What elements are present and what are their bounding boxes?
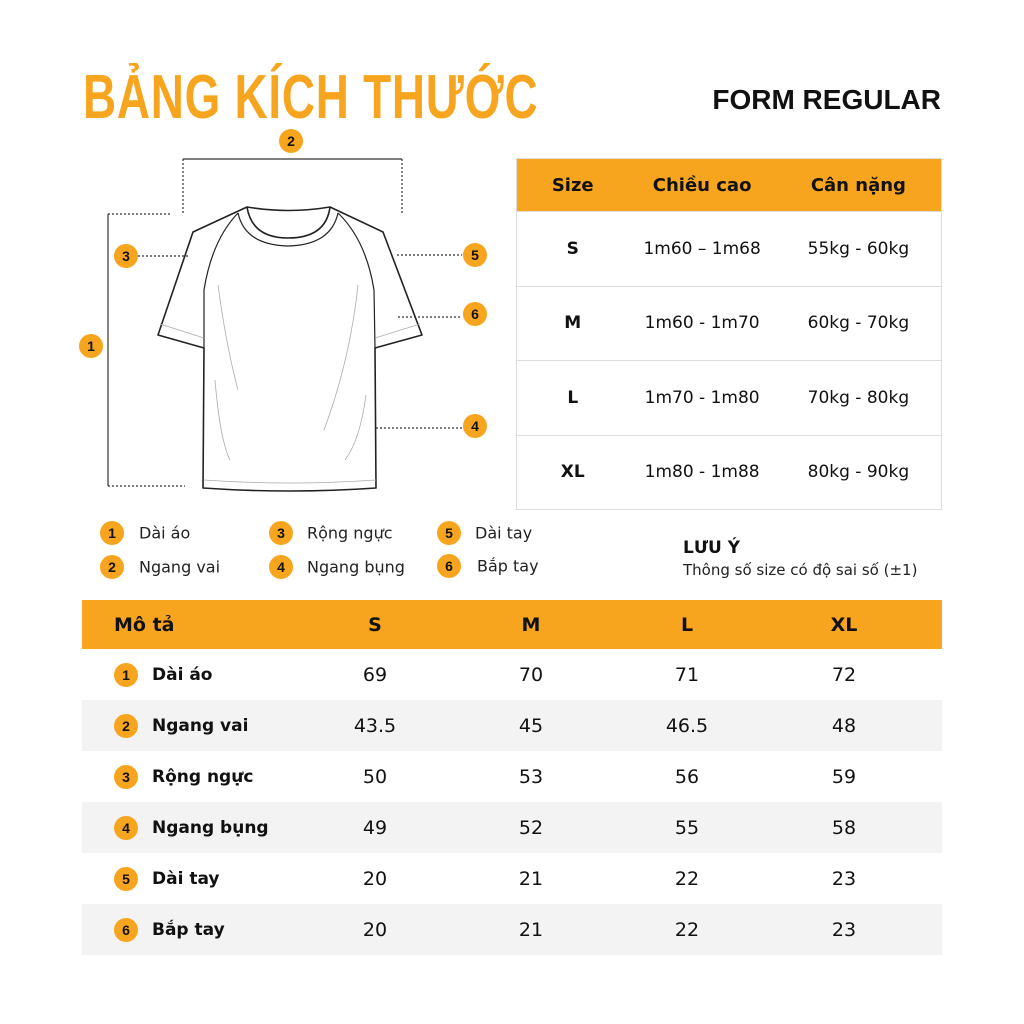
table-row: S 1m60 – 1m68 55kg - 60kg bbox=[517, 211, 941, 286]
row-value: 52 bbox=[518, 816, 544, 839]
row-value: 59 bbox=[831, 765, 857, 788]
tshirt-outline bbox=[157, 206, 423, 492]
row-value: 71 bbox=[674, 663, 700, 686]
row-value: 72 bbox=[831, 663, 857, 686]
row-badge: 3 bbox=[114, 764, 138, 789]
row-value: 53 bbox=[518, 765, 544, 788]
legend-label: Rộng ngực bbox=[307, 523, 393, 543]
header-xl: XL bbox=[830, 613, 858, 636]
form-label: FORM REGULAR bbox=[712, 84, 941, 115]
row-label: Bắp tay bbox=[152, 919, 225, 940]
legend-label: Dài áo bbox=[139, 523, 191, 543]
height: 1m60 - 1m70 bbox=[644, 313, 760, 334]
table-row: 1 Dài áo 69 70 71 72 bbox=[82, 649, 942, 700]
table-row: 6 Bắp tay 20 21 22 23 bbox=[82, 904, 942, 955]
marker-2: 2 bbox=[279, 129, 303, 153]
size-table-header: Size Chiều cao Cân nặng bbox=[517, 159, 941, 211]
header-l: L bbox=[680, 613, 694, 636]
size: XL bbox=[560, 462, 585, 483]
row-badge: 1 bbox=[114, 662, 138, 687]
legend-label: Ngang bụng bbox=[307, 557, 405, 577]
row-value: 58 bbox=[831, 816, 857, 839]
legend-badge: 6 bbox=[437, 554, 461, 578]
table-row: 3 Rộng ngực 50 53 56 59 bbox=[82, 751, 942, 802]
row-value: 49 bbox=[362, 816, 388, 839]
legend-badge: 3 bbox=[269, 521, 293, 545]
dimension-lines bbox=[107, 158, 462, 487]
legend-badge: 2 bbox=[100, 555, 124, 579]
row-badge: 6 bbox=[114, 917, 138, 942]
row-value: 20 bbox=[362, 867, 388, 890]
marker-6: 6 bbox=[463, 302, 487, 326]
page-title: BẢNG KÍCH THƯỚC bbox=[83, 63, 539, 132]
marker-3: 3 bbox=[114, 244, 138, 268]
row-label: Rộng ngực bbox=[152, 766, 254, 787]
row-label: Ngang vai bbox=[152, 715, 249, 736]
row-value: 43.5 bbox=[353, 714, 397, 737]
header-m: M bbox=[521, 613, 541, 636]
size: M bbox=[564, 313, 582, 334]
legend-badge: 4 bbox=[269, 555, 293, 579]
row-value: 20 bbox=[362, 918, 388, 941]
legend-badge: 5 bbox=[437, 521, 461, 545]
row-value: 23 bbox=[831, 918, 857, 941]
table-row: M 1m60 - 1m70 60kg - 70kg bbox=[517, 285, 941, 361]
row-badge: 4 bbox=[114, 815, 138, 840]
table-row: 2 Ngang vai 43.5 45 46.5 48 bbox=[82, 700, 942, 751]
table-row: XL 1m80 - 1m88 80kg - 90kg bbox=[517, 434, 941, 510]
header-weight: Cân nặng bbox=[810, 174, 906, 196]
row-label: Ngang bụng bbox=[152, 817, 269, 838]
row-label: Dài áo bbox=[152, 664, 213, 685]
marker-1: 1 bbox=[79, 334, 103, 358]
note-title: LƯU Ý bbox=[683, 538, 741, 558]
table-row: 5 Dài tay 20 21 22 23 bbox=[82, 853, 942, 904]
row-value: 22 bbox=[674, 867, 700, 890]
legend-label: Ngang vai bbox=[139, 557, 221, 577]
table-row: L 1m70 - 1m80 70kg - 80kg bbox=[517, 360, 941, 435]
measurement-table-header: Mô tả S M L XL bbox=[82, 600, 942, 649]
row-value: 56 bbox=[674, 765, 700, 788]
row-value: 22 bbox=[674, 918, 700, 941]
row-value: 70 bbox=[518, 663, 544, 686]
legend-label: Dài tay bbox=[475, 523, 533, 543]
marker-4: 4 bbox=[463, 414, 487, 438]
size: S bbox=[566, 238, 579, 259]
height: 1m80 - 1m88 bbox=[644, 462, 760, 483]
header-size: Size bbox=[551, 174, 594, 196]
row-value: 50 bbox=[362, 765, 388, 788]
legend-badge: 1 bbox=[100, 521, 124, 545]
row-value: 21 bbox=[518, 867, 544, 890]
weight: 55kg - 60kg bbox=[807, 238, 910, 259]
row-value: 21 bbox=[518, 918, 544, 941]
marker-5: 5 bbox=[463, 243, 487, 267]
row-value: 55 bbox=[674, 816, 700, 839]
measurement-table: Mô tả S M L XL 1 Dài áo 69 70 71 72 2 Ngang vai… bbox=[82, 600, 942, 955]
row-value: 45 bbox=[518, 714, 544, 737]
row-value: 48 bbox=[831, 714, 857, 737]
weight: 80kg - 90kg bbox=[807, 462, 910, 483]
row-value: 46.5 bbox=[665, 714, 709, 737]
header-height: Chiều cao bbox=[652, 174, 752, 196]
weight: 60kg - 70kg bbox=[807, 313, 910, 334]
row-value: 23 bbox=[831, 867, 857, 890]
height: 1m60 – 1m68 bbox=[643, 238, 761, 259]
row-badge: 5 bbox=[114, 866, 138, 891]
header-description: Mô tả bbox=[114, 613, 175, 636]
size: L bbox=[567, 387, 579, 408]
row-label: Dài tay bbox=[152, 868, 220, 889]
note-text: Thông số size có độ sai số (±1) bbox=[683, 561, 918, 579]
row-value: 69 bbox=[362, 663, 388, 686]
table-row: 4 Ngang bụng 49 52 55 58 bbox=[82, 802, 942, 853]
height: 1m70 - 1m80 bbox=[644, 387, 760, 408]
size-table: Size Chiều cao Cân nặng S 1m60 – 1m68 55kg… bbox=[516, 158, 942, 510]
weight: 70kg - 80kg bbox=[807, 387, 910, 408]
row-badge: 2 bbox=[114, 713, 138, 738]
header-s: S bbox=[368, 613, 382, 636]
legend-label: Bắp tay bbox=[477, 556, 539, 576]
